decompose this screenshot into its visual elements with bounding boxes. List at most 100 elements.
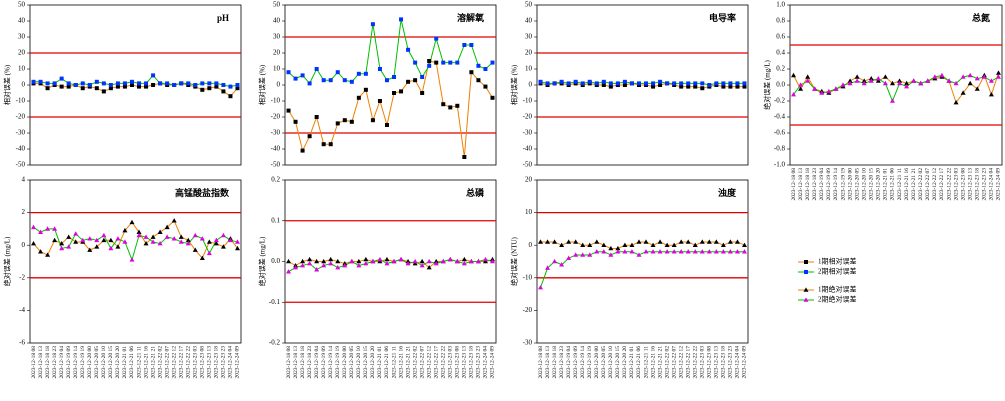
y-tick-label: -2	[19, 273, 25, 281]
x-tick-label: 2023-12-24 04	[989, 168, 995, 201]
x-tick-label: 2023-12-23 03	[193, 346, 199, 379]
series-line	[540, 241, 745, 249]
marker	[974, 86, 980, 91]
marker	[300, 73, 305, 78]
series-line	[288, 19, 493, 85]
x-tick-label: 2023-12-24 04	[483, 346, 489, 379]
marker	[185, 237, 191, 243]
marker	[129, 219, 135, 225]
y-tick-label: -30	[16, 129, 26, 137]
marker	[192, 232, 198, 238]
chart-title: 总氮	[972, 12, 990, 23]
marker	[221, 83, 226, 87]
x-tick-label: 2023-12-19 09	[826, 168, 832, 201]
marker	[293, 76, 298, 81]
marker	[434, 36, 439, 41]
marker	[101, 232, 107, 238]
marker	[636, 252, 642, 257]
x-tick-label: 2023-12-21 01	[377, 346, 383, 379]
marker	[399, 17, 404, 22]
x-tick-label: 2023-12-19 04	[314, 346, 320, 379]
marker	[594, 249, 600, 254]
x-tick-label: 2023-12-19 14	[328, 346, 334, 379]
x-tick-label: 2023-12-18 18	[805, 168, 811, 201]
marker	[720, 249, 726, 254]
marker	[342, 262, 348, 268]
x-tick-label: 2023-12-18 18	[45, 346, 51, 379]
x-tick-label: 2023-12-20 00	[342, 346, 348, 379]
marker	[686, 84, 691, 89]
marker	[601, 83, 606, 87]
marker	[370, 258, 376, 264]
marker	[157, 240, 163, 246]
x-tick-label: 2023-12-22 17	[433, 346, 439, 379]
y-tick-label: 0.0	[776, 81, 785, 89]
marker	[545, 81, 550, 86]
marker	[615, 249, 621, 254]
x-tick-label: 2023-12-22 07	[419, 346, 425, 379]
marker	[207, 81, 212, 86]
marker	[413, 78, 418, 83]
marker	[847, 80, 853, 86]
marker	[538, 79, 543, 84]
marker	[483, 67, 488, 71]
marker	[946, 78, 952, 83]
marker	[552, 239, 558, 244]
marker	[157, 229, 163, 234]
x-tick-label: 2023-12-18 13	[38, 346, 44, 379]
x-tick-label: 2023-12-22 07	[925, 168, 931, 201]
marker	[38, 79, 43, 84]
y-axis-label: 绝对误差 (mg/L)	[3, 236, 12, 286]
marker	[307, 81, 312, 86]
x-tick-label: 2023-12-22 07	[671, 346, 677, 379]
x-tick-label: 2023-12-24 09	[996, 168, 1002, 201]
marker	[286, 108, 291, 113]
marker	[363, 87, 368, 92]
x-tick-label: 2023-12-21 11	[136, 346, 142, 379]
marker	[791, 72, 797, 78]
y-tick-label: 20	[525, 176, 533, 184]
marker	[953, 100, 959, 105]
marker	[643, 249, 649, 254]
marker	[636, 81, 641, 86]
x-tick-label: 2023-12-21 01	[122, 346, 128, 379]
x-tick-label: 2023-12-18 18	[552, 346, 558, 379]
marker	[636, 239, 642, 244]
marker	[419, 262, 425, 268]
x-tick-label: 2023-12-18 08	[31, 346, 37, 379]
marker	[918, 80, 924, 86]
marker	[335, 70, 340, 75]
marker	[693, 84, 698, 89]
marker	[199, 236, 205, 241]
marker	[608, 81, 613, 86]
marker	[601, 242, 607, 247]
x-tick-label: 2023-12-19 14	[833, 168, 839, 201]
marker	[349, 258, 355, 264]
marker	[151, 83, 156, 87]
marker	[136, 229, 142, 234]
plot-frame	[29, 179, 242, 344]
marker	[38, 249, 44, 254]
x-tick-label: 2023-12-23 03	[953, 168, 959, 201]
marker	[468, 258, 474, 264]
marker	[314, 115, 319, 119]
marker	[693, 81, 698, 86]
x-tick-label: 2023-12-23 13	[967, 168, 973, 201]
marker	[812, 86, 818, 91]
y-tick-label: 10	[525, 65, 533, 73]
marker	[960, 74, 966, 79]
y-tick-label: 0.1	[271, 216, 280, 224]
x-tick-label: 2023-12-22 12	[426, 346, 432, 379]
x-tick-label: 2023-12-23 18	[469, 346, 475, 379]
y-tick-label: -0.6	[774, 129, 786, 137]
marker	[293, 119, 298, 124]
legend-label: 2期相对误差	[818, 267, 857, 276]
marker	[960, 90, 966, 95]
marker	[137, 84, 142, 89]
x-tick-label: 2023-12-23 18	[721, 346, 727, 379]
marker	[967, 72, 973, 78]
marker	[321, 258, 327, 264]
x-tick-label: 2023-12-20 20	[115, 346, 121, 379]
marker	[300, 258, 306, 264]
marker	[286, 70, 291, 75]
